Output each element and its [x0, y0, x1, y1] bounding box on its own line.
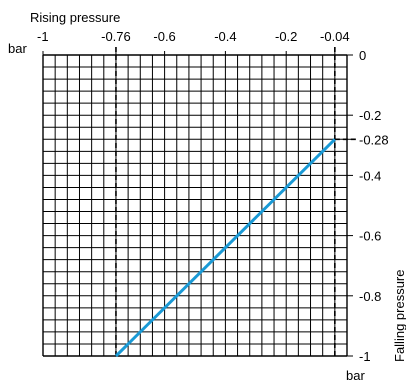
- x-tick-label: -1: [37, 29, 49, 44]
- y-tick-label: -0.8: [359, 289, 381, 304]
- y-tick-label: -0.4: [359, 168, 381, 183]
- y-tick-labels: 0 -0.2 -0.28 -0.4 -0.6 -0.8 -1: [347, 48, 389, 364]
- y-axis-unit: bar: [346, 368, 365, 382]
- x-axis-title: Rising pressure: [30, 10, 120, 25]
- x-axis-unit: bar: [8, 41, 27, 56]
- x-tick-label: -0.4: [214, 29, 236, 44]
- y-tick-label: -0.2: [359, 108, 381, 123]
- y-tick-label: 0: [359, 48, 366, 63]
- grid: [42, 54, 348, 357]
- y-axis-title: Falling pressure: [392, 270, 406, 363]
- y-tick-label: -1: [359, 349, 371, 364]
- reference-lines: [115, 47, 357, 356]
- y-tick-label: -0.6: [359, 229, 381, 244]
- x-tick-label: -0.6: [153, 29, 175, 44]
- y-tick-label: -0.28: [359, 132, 389, 147]
- series-line: [114, 138, 336, 358]
- x-tick-label: -0.2: [275, 29, 297, 44]
- x-tick-label: -0.04: [320, 29, 350, 44]
- x-tick-label: -0.76: [101, 29, 131, 44]
- series-layer: [114, 138, 336, 358]
- x-tick-labels: -1 -0.76 -0.6 -0.4 -0.2 -0.04: [37, 29, 350, 55]
